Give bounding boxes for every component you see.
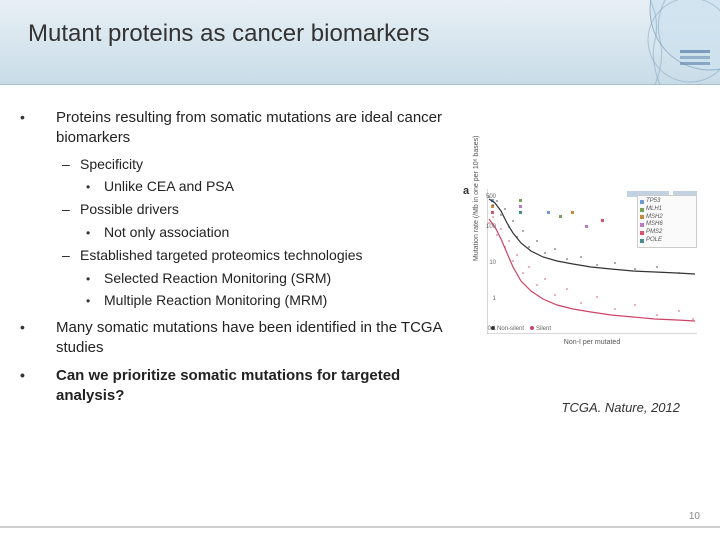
bullet-l2: Specificity xyxy=(62,155,468,174)
bullet-text: Specificity xyxy=(80,156,143,172)
bullet-l3: Not only association xyxy=(86,223,468,242)
bullet-l2: Established targeted proteomics technolo… xyxy=(62,246,468,265)
bullet-text: Possible drivers xyxy=(80,201,179,217)
legend-item: PMS2 xyxy=(640,229,694,237)
bullet-l1-emph: Can we prioritize somatic mutations for … xyxy=(38,366,468,407)
legend-item: MSH2 xyxy=(640,214,694,222)
bullet-l3: Unlike CEA and PSA xyxy=(86,177,468,196)
legend-label: PMS2 xyxy=(646,229,662,237)
legend-swatch xyxy=(640,239,644,243)
bullet-text: Multiple Reaction Monitoring (MRM) xyxy=(104,292,327,308)
slide-title: Mutant proteins as cancer biomarkers xyxy=(28,20,430,48)
figure-caption: TCGA. Nature, 2012 xyxy=(562,400,681,415)
mutation-type-legend: Non-silentSilent xyxy=(491,326,557,332)
plot-area: Mutation rate (/Mb in one per 10⁶ bases)… xyxy=(487,189,697,334)
panel-label: a xyxy=(463,185,469,197)
gene-legend: TP53MLH1MSH2MSH6PMS2POLE xyxy=(637,195,697,248)
bullet-text: Many somatic mutations have been identif… xyxy=(56,319,442,356)
content-area: Proteins resulting from somatic mutation… xyxy=(38,100,468,413)
header-decoration xyxy=(600,0,720,85)
legend-item: MLH1 xyxy=(640,206,694,214)
bullet-text: Not only association xyxy=(104,224,229,240)
bullet-l2: Possible drivers xyxy=(62,200,468,219)
footer-rule xyxy=(0,526,720,528)
y-tick: 100 xyxy=(486,224,496,230)
page-number: 10 xyxy=(689,511,700,522)
mut-legend-item: Silent xyxy=(530,326,551,332)
figure: a Mutation rate (/Mb in one per 10⁶ base… xyxy=(463,185,708,360)
y-axis-label: Mutation rate (/Mb in one per 10⁶ bases) xyxy=(473,136,480,261)
legend-label: MSH6 xyxy=(646,221,663,229)
legend-item: MSH6 xyxy=(640,221,694,229)
bullet-text: Proteins resulting from somatic mutation… xyxy=(56,109,442,146)
legend-label: MLH1 xyxy=(646,206,662,214)
legend-label: POLE xyxy=(646,237,662,245)
bullet-text: Selected Reaction Monitoring (SRM) xyxy=(104,270,331,286)
legend-swatch xyxy=(640,215,644,219)
legend-swatch xyxy=(640,223,644,227)
legend-label: MSH2 xyxy=(646,214,663,222)
legend-swatch xyxy=(640,208,644,212)
bullet-l1: Proteins resulting from somatic mutation… xyxy=(38,108,468,149)
bullet-l3: Selected Reaction Monitoring (SRM) xyxy=(86,269,468,288)
legend-item: POLE xyxy=(640,237,694,245)
legend-label: TP53 xyxy=(646,198,660,206)
legend-swatch xyxy=(640,231,644,235)
bullet-text: Unlike CEA and PSA xyxy=(104,178,234,194)
bullet-text: Established targeted proteomics technolo… xyxy=(80,247,363,263)
y-tick: 500 xyxy=(486,194,496,200)
y-tick: 0.1 xyxy=(488,326,496,332)
x-axis-label: Non-I per mutated xyxy=(564,339,620,346)
y-tick: 1 xyxy=(493,296,496,302)
slide: Mutant proteins as cancer biomarkers Pro… xyxy=(0,0,720,540)
y-tick: 10 xyxy=(489,260,496,266)
legend-swatch xyxy=(640,200,644,204)
bullet-l3: Multiple Reaction Monitoring (MRM) xyxy=(86,291,468,310)
mut-legend-dot xyxy=(530,326,534,330)
legend-item: TP53 xyxy=(640,198,694,206)
bullet-l1: Many somatic mutations have been identif… xyxy=(38,318,468,359)
bullet-text: Can we prioritize somatic mutations for … xyxy=(56,367,400,404)
